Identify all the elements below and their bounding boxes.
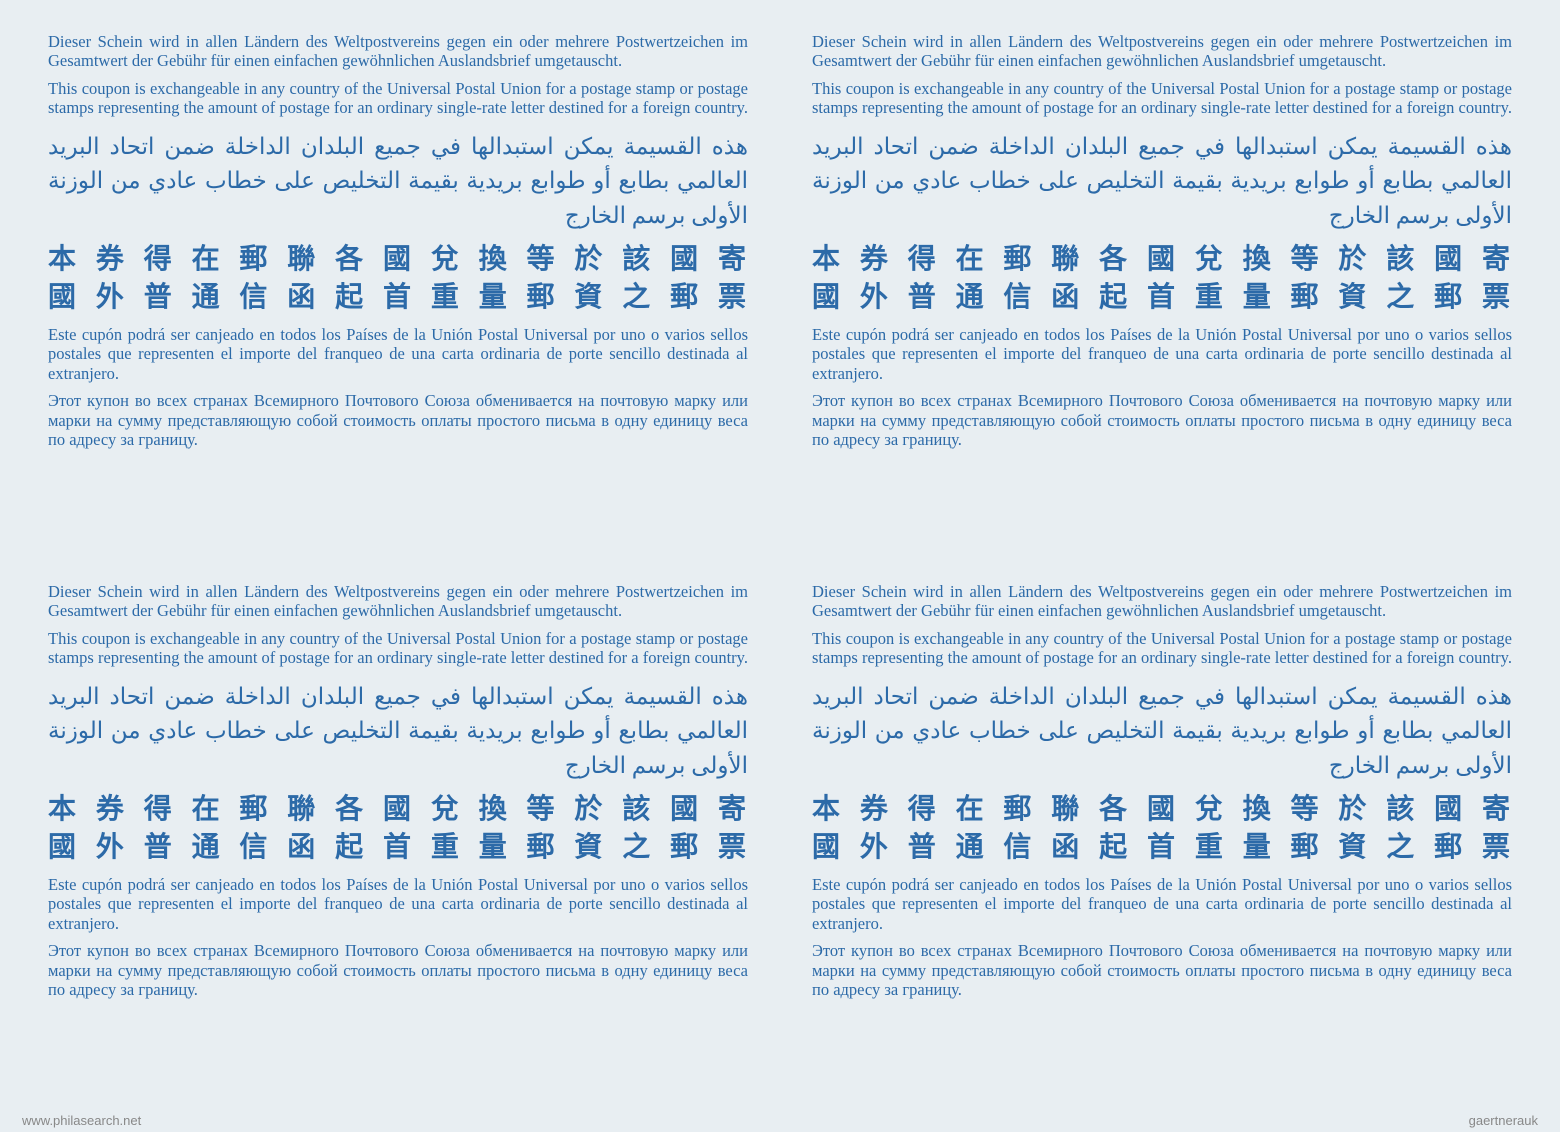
watermark-right: gaertnerauk (1469, 1113, 1538, 1128)
arabic-text: هذه القسيمة يمكن استبدالها في جميع البلد… (48, 130, 748, 234)
spanish-text: Este cupón podrá ser canjeado en todos l… (812, 875, 1512, 933)
chinese-line2: 國外普通信函起首重量郵資之郵票 (48, 279, 748, 317)
chinese-text: 本券得在郵聯各國兌換等於該國寄 國外普通信函起首重量郵資之郵票 (48, 241, 748, 317)
chinese-line1: 本券得在郵聯各國兌換等於該國寄 (48, 791, 748, 829)
english-text: This coupon is exchangeable in any count… (48, 629, 748, 668)
chinese-text: 本券得在郵聯各國兌換等於該國寄 國外普通信函起首重量郵資之郵票 (48, 791, 748, 867)
russian-text: Этот купон во всех странах Всемирного По… (812, 391, 1512, 449)
german-text: Dieser Schein wird in allen Ländern des … (812, 582, 1512, 621)
russian-text: Этот купон во всех странах Всемирного По… (812, 941, 1512, 999)
arabic-text: هذه القسيمة يمكن استبدالها في جميع البلد… (48, 680, 748, 784)
chinese-line1: 本券得在郵聯各國兌換等於該國寄 (48, 241, 748, 279)
chinese-line2: 國外普通信函起首重量郵資之郵票 (812, 829, 1512, 867)
english-text: This coupon is exchangeable in any count… (812, 79, 1512, 118)
chinese-line2: 國外普通信函起首重量郵資之郵票 (812, 279, 1512, 317)
spanish-text: Este cupón podrá ser canjeado en todos l… (48, 325, 748, 383)
spanish-text: Este cupón podrá ser canjeado en todos l… (48, 875, 748, 933)
english-text: This coupon is exchangeable in any count… (812, 629, 1512, 668)
arabic-text: هذه القسيمة يمكن استبدالها في جميع البلد… (812, 680, 1512, 784)
russian-text: Этот купон во всех странах Всемирного По… (48, 941, 748, 999)
coupon-sheet: Dieser Schein wird in allen Ländern des … (0, 0, 1560, 1132)
coupon-bottom-right: Dieser Schein wird in allen Ländern des … (784, 570, 1540, 1112)
german-text: Dieser Schein wird in allen Ländern des … (48, 582, 748, 621)
coupon-bottom-left: Dieser Schein wird in allen Ländern des … (20, 570, 776, 1112)
chinese-line1: 本券得在郵聯各國兌換等於該國寄 (812, 791, 1512, 829)
german-text: Dieser Schein wird in allen Ländern des … (812, 32, 1512, 71)
coupon-top-left: Dieser Schein wird in allen Ländern des … (20, 20, 776, 562)
chinese-line1: 本券得在郵聯各國兌換等於該國寄 (812, 241, 1512, 279)
spanish-text: Este cupón podrá ser canjeado en todos l… (812, 325, 1512, 383)
chinese-line2: 國外普通信函起首重量郵資之郵票 (48, 829, 748, 867)
arabic-text: هذه القسيمة يمكن استبدالها في جميع البلد… (812, 130, 1512, 234)
chinese-text: 本券得在郵聯各國兌換等於該國寄 國外普通信函起首重量郵資之郵票 (812, 791, 1512, 867)
english-text: This coupon is exchangeable in any count… (48, 79, 748, 118)
german-text: Dieser Schein wird in allen Ländern des … (48, 32, 748, 71)
coupon-top-right: Dieser Schein wird in allen Ländern des … (784, 20, 1540, 562)
watermark-left: www.philasearch.net (22, 1113, 141, 1128)
russian-text: Этот купон во всех странах Всемирного По… (48, 391, 748, 449)
chinese-text: 本券得在郵聯各國兌換等於該國寄 國外普通信函起首重量郵資之郵票 (812, 241, 1512, 317)
